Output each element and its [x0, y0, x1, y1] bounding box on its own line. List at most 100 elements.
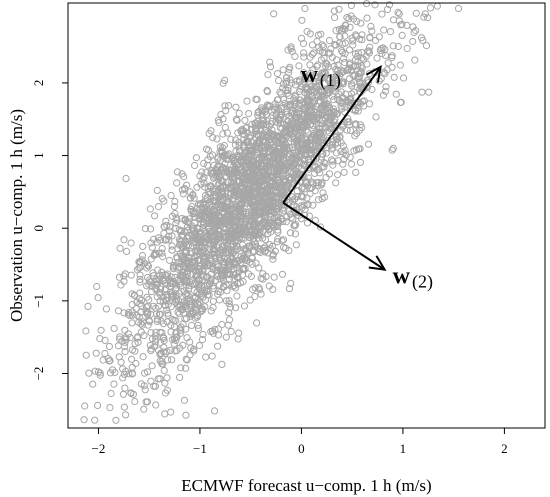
- scatter-point: [192, 154, 200, 162]
- scatter-point: [335, 80, 343, 89]
- scatter-point: [219, 267, 227, 275]
- scatter-point: [236, 205, 244, 213]
- scatter-point: [357, 82, 365, 90]
- scatter-point: [182, 325, 190, 333]
- scatter-point: [151, 212, 159, 220]
- scatter-point: [166, 346, 174, 354]
- scatter-point: [343, 66, 351, 74]
- scatter-point: [333, 71, 341, 79]
- scatter-point: [288, 156, 296, 164]
- scatter-point: [255, 284, 263, 292]
- scatter-point: [178, 272, 186, 280]
- scatter-point: [223, 287, 231, 295]
- scatter-point: [190, 224, 198, 233]
- scatter-point: [214, 116, 222, 124]
- x-axis-title: ECMWF forecast u−comp. 1 h (m/s): [181, 476, 431, 495]
- scatter-point: [110, 380, 118, 388]
- y-tick-label: −1: [31, 294, 46, 308]
- scatter-point: [244, 152, 252, 160]
- scatter-point: [344, 65, 352, 74]
- scatter-point: [248, 254, 256, 262]
- scatter-point: [230, 210, 238, 218]
- scatter-point: [174, 296, 183, 305]
- scatter-point: [261, 190, 269, 198]
- scatter-point: [101, 349, 109, 358]
- scatter-point: [351, 132, 359, 140]
- scatter-point: [433, 2, 441, 10]
- scatter-point: [131, 292, 139, 300]
- scatter-point: [104, 355, 112, 363]
- scatter-point: [240, 127, 248, 135]
- scatter-point: [283, 122, 291, 130]
- scatter-point: [338, 47, 346, 55]
- scatter-point: [298, 150, 306, 158]
- scatter-point: [168, 279, 176, 288]
- scatter-point: [218, 144, 227, 152]
- scatter-point: [425, 88, 433, 96]
- scatter-point: [194, 321, 202, 329]
- scatter-point: [177, 364, 185, 372]
- scatter-point: [281, 99, 289, 108]
- scatter-point: [304, 118, 312, 126]
- scatter-point: [287, 214, 295, 222]
- scatter-point: [152, 250, 160, 258]
- scatter-point: [137, 320, 145, 328]
- scatter-point: [254, 234, 262, 242]
- scatter-point: [257, 208, 265, 216]
- scatter-point: [211, 407, 219, 415]
- scatter-point: [298, 16, 306, 24]
- scatter-point: [128, 311, 136, 319]
- scatter-point: [209, 297, 217, 305]
- scatter-point: [339, 40, 347, 48]
- scatter-point: [300, 119, 308, 127]
- vector-shaft: [282, 66, 382, 204]
- scatter-point: [96, 369, 104, 377]
- scatter-point: [115, 353, 123, 361]
- scatter-point: [265, 122, 273, 130]
- scatter-point: [273, 149, 281, 157]
- scatter-point: [291, 222, 299, 230]
- scatter-point: [346, 126, 355, 134]
- scatter-point: [253, 142, 261, 150]
- scatter-point: [176, 373, 184, 381]
- scatter-point: [170, 202, 178, 211]
- scatter-point: [128, 369, 136, 377]
- scatter-point: [128, 319, 136, 327]
- scatter-point: [290, 207, 298, 215]
- scatter-point: [110, 324, 118, 332]
- scatter-point: [235, 257, 243, 265]
- scatter-point: [223, 205, 231, 213]
- scatter-point: [346, 75, 354, 83]
- scatter-point: [177, 260, 186, 268]
- scatter-point: [371, 1, 379, 9]
- scatter-point: [170, 262, 178, 270]
- scatter-point: [331, 13, 339, 22]
- scatter-point: [371, 36, 380, 45]
- scatter-point: [147, 225, 155, 233]
- scatter-point: [167, 408, 175, 416]
- scatter-point: [258, 111, 266, 119]
- scatter-point: [105, 342, 114, 351]
- scatter-point: [287, 43, 295, 51]
- scatter-point: [394, 8, 402, 16]
- scatter-point: [193, 313, 201, 321]
- plot-frame: [67, 2, 546, 429]
- scatter-point: [246, 296, 254, 304]
- scatter-point: [389, 42, 397, 50]
- scatter-point: [127, 271, 135, 279]
- scatter-point: [207, 328, 215, 336]
- scatter-point: [289, 117, 297, 125]
- scatter-point: [295, 105, 303, 113]
- scatter-point: [306, 30, 314, 38]
- scatter-point: [303, 194, 311, 202]
- scatter-point: [366, 34, 374, 42]
- scatter-point: [212, 260, 220, 268]
- scatter-point: [178, 214, 186, 223]
- scatter-point: [251, 284, 259, 292]
- scatter-point: [254, 161, 262, 170]
- scatter-point: [339, 160, 347, 168]
- scatter-point: [156, 285, 165, 293]
- scatter-point: [201, 260, 209, 268]
- scatter-point: [266, 241, 274, 249]
- scatter-point: [154, 203, 163, 211]
